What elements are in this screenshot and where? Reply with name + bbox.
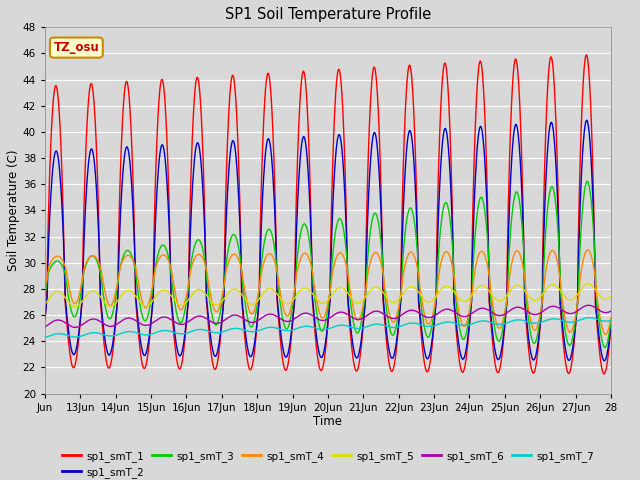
sp1_smT_1 [487, 317, 495, 323]
Line: sp1_smT_6: sp1_smT_6 [45, 305, 611, 327]
sp1_smT_7 [301, 324, 309, 329]
sp1_smT_6 [607, 308, 615, 314]
Line: sp1_smT_3: sp1_smT_3 [45, 181, 611, 348]
sp1_smT_1 [70, 365, 77, 371]
sp1_smT_5 [70, 304, 77, 310]
sp1_smT_6 [487, 309, 495, 315]
Line: sp1_smT_4: sp1_smT_4 [45, 250, 611, 335]
sp1_smT_7 [41, 335, 49, 340]
sp1_smT_3 [41, 292, 49, 298]
sp1_smT_1 [301, 76, 309, 82]
sp1_smT_5 [317, 300, 324, 306]
sp1_smT_5 [71, 304, 79, 310]
sp1_smT_3 [601, 345, 609, 350]
sp1_smT_6 [591, 305, 599, 311]
sp1_smT_3 [591, 252, 598, 258]
Line: sp1_smT_7: sp1_smT_7 [45, 318, 611, 337]
sp1_smT_3 [487, 294, 495, 300]
sp1_smT_4 [602, 332, 609, 337]
sp1_smT_1 [41, 317, 49, 323]
sp1_smT_1 [591, 241, 598, 247]
sp1_smT_2 [591, 257, 598, 263]
Legend: sp1_smT_1, sp1_smT_2, sp1_smT_3, sp1_smT_4, sp1_smT_5, sp1_smT_6, sp1_smT_7: sp1_smT_1, sp1_smT_2, sp1_smT_3, sp1_smT… [58, 446, 598, 480]
sp1_smT_6 [72, 324, 79, 330]
sp1_smT_5 [607, 293, 615, 299]
sp1_smT_6 [585, 302, 593, 308]
sp1_smT_3 [607, 318, 615, 324]
sp1_smT_3 [70, 314, 77, 320]
sp1_smT_4 [487, 288, 495, 293]
sp1_smT_2 [591, 245, 598, 251]
sp1_smT_4 [584, 247, 591, 253]
sp1_smT_1 [582, 52, 590, 58]
Line: sp1_smT_2: sp1_smT_2 [45, 120, 611, 361]
sp1_smT_6 [301, 310, 309, 316]
sp1_smT_3 [301, 221, 309, 227]
sp1_smT_7 [70, 334, 77, 340]
Title: SP1 Soil Temperature Profile: SP1 Soil Temperature Profile [225, 7, 431, 22]
sp1_smT_7 [591, 315, 598, 321]
sp1_smT_2 [600, 358, 608, 364]
sp1_smT_5 [301, 285, 309, 291]
sp1_smT_3 [583, 179, 591, 184]
sp1_smT_5 [591, 286, 598, 292]
Line: sp1_smT_5: sp1_smT_5 [45, 284, 611, 307]
X-axis label: Time: Time [314, 415, 342, 429]
sp1_smT_7 [316, 326, 324, 332]
sp1_smT_2 [41, 315, 49, 321]
sp1_smT_4 [591, 272, 598, 277]
sp1_smT_4 [316, 312, 324, 318]
sp1_smT_4 [301, 251, 309, 256]
sp1_smT_7 [607, 318, 615, 324]
sp1_smT_1 [607, 324, 615, 330]
sp1_smT_7 [591, 316, 598, 322]
Text: TZ_osu: TZ_osu [54, 41, 99, 54]
sp1_smT_2 [607, 322, 615, 328]
sp1_smT_5 [487, 290, 495, 296]
sp1_smT_2 [316, 353, 324, 359]
sp1_smT_6 [70, 324, 77, 330]
Y-axis label: Soil Temperature (C): Soil Temperature (C) [7, 150, 20, 271]
sp1_smT_4 [70, 300, 77, 306]
sp1_smT_4 [41, 285, 49, 291]
sp1_smT_5 [41, 301, 49, 307]
sp1_smT_4 [591, 270, 598, 276]
sp1_smT_2 [70, 352, 77, 358]
sp1_smT_7 [487, 319, 495, 325]
sp1_smT_4 [607, 315, 615, 321]
sp1_smT_5 [591, 287, 599, 292]
Line: sp1_smT_1: sp1_smT_1 [45, 55, 611, 374]
sp1_smT_7 [586, 315, 593, 321]
sp1_smT_2 [487, 311, 495, 316]
sp1_smT_1 [591, 259, 598, 264]
sp1_smT_1 [316, 367, 324, 372]
sp1_smT_3 [591, 246, 598, 252]
sp1_smT_6 [317, 317, 324, 323]
sp1_smT_6 [41, 324, 49, 330]
sp1_smT_2 [583, 118, 591, 123]
sp1_smT_6 [591, 304, 598, 310]
sp1_smT_5 [584, 281, 592, 287]
sp1_smT_2 [301, 138, 309, 144]
sp1_smT_3 [316, 326, 324, 332]
sp1_smT_1 [600, 371, 608, 377]
